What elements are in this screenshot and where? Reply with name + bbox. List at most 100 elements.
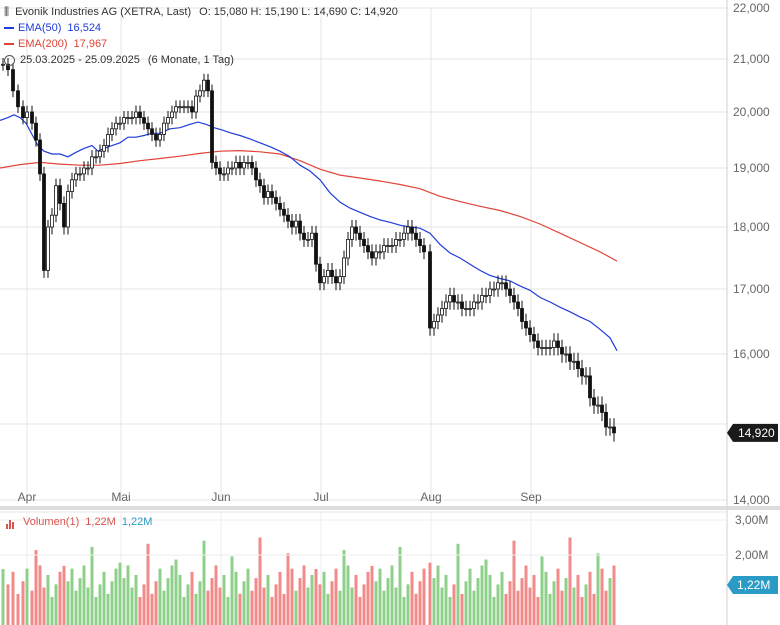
volume-bar: [584, 584, 588, 625]
candle-body: [572, 360, 576, 363]
candle-body: [460, 301, 464, 309]
candle-body: [42, 173, 46, 271]
volume-bar: [66, 581, 70, 625]
candle-body: [102, 145, 106, 152]
volume-bar: [500, 571, 504, 625]
last-value-badges: 14,920 1,22M: [727, 423, 778, 594]
volume-bar: [1, 569, 5, 625]
volume-bar: [410, 571, 414, 625]
volume-bar: [592, 593, 596, 625]
candle-body: [576, 360, 580, 369]
candle-body: [504, 282, 508, 290]
volume-bar: [58, 571, 62, 625]
volume-bar: [580, 597, 584, 625]
candle-body: [528, 327, 532, 335]
candle-body: [38, 139, 42, 175]
volume-bar: [540, 556, 544, 625]
date-range: 25.03.2025 - 25.09.2025: [20, 54, 140, 66]
volume-bar: [568, 537, 572, 625]
volume-bar: [544, 571, 548, 625]
volume-bar: [398, 546, 402, 625]
volume-bar: [74, 590, 78, 625]
volume-bar: [390, 565, 394, 625]
volume-bar: [488, 574, 492, 625]
candle-body: [62, 202, 66, 228]
volume-bar: [90, 546, 94, 625]
candle-body: [78, 173, 82, 176]
legend-ema50[interactable]: EMA(50) 16,524: [4, 20, 398, 36]
candle-body: [592, 397, 596, 406]
candle-body: [350, 226, 354, 240]
volume-bar: [202, 540, 206, 625]
volume-bar: [86, 587, 90, 625]
volume-bar: [6, 584, 10, 625]
volume-bar: [134, 574, 138, 625]
x-tick-label: Jul: [313, 490, 328, 504]
last-volume-badge: [727, 576, 778, 594]
candle-body: [560, 347, 564, 355]
candle-body: [406, 226, 410, 234]
candle-body: [270, 191, 274, 198]
ema200-line: [0, 149, 618, 262]
volume-bar: [122, 578, 126, 625]
candle-body: [134, 111, 138, 118]
candle-body: [154, 133, 158, 141]
candle-body: [596, 404, 600, 407]
volume-bar: [50, 597, 54, 625]
volume-bar: [588, 571, 592, 625]
candle-body: [306, 238, 310, 241]
candle-body: [58, 185, 62, 204]
candle-body: [604, 411, 608, 428]
volume-bar: [322, 571, 326, 625]
volume-bar: [194, 593, 198, 625]
candle-body: [584, 375, 588, 378]
volume-bar: [226, 597, 230, 625]
clock-icon: [4, 54, 15, 66]
candle-body: [480, 295, 484, 303]
candle-body: [218, 167, 222, 175]
volume-bar: [146, 543, 150, 625]
volume-bar: [214, 565, 218, 625]
volume-bar: [468, 568, 472, 625]
volume-bar: [366, 571, 370, 625]
x-tick-label: Aug: [420, 490, 441, 504]
volume-bar: [326, 593, 330, 625]
candle-body: [46, 226, 50, 271]
volume-bar: [298, 578, 302, 625]
candle-body: [190, 106, 194, 113]
volume-bar: [106, 593, 110, 625]
candle-body: [390, 245, 394, 248]
volume-bar: [406, 584, 410, 625]
volume-bar: [286, 553, 290, 625]
candle-body: [16, 90, 20, 108]
candle-body: [194, 95, 198, 113]
volume-bar: [246, 568, 250, 625]
ema50-path: [0, 114, 618, 351]
candle-body: [428, 251, 432, 329]
candle-body: [170, 111, 174, 118]
candle-body: [282, 208, 286, 216]
candle-body: [138, 111, 142, 118]
volume-bar: [310, 574, 314, 625]
candle-body: [516, 301, 520, 309]
volume-bar: [266, 574, 270, 625]
candle-body: [338, 276, 342, 284]
volume-bar: [154, 581, 158, 625]
volume-bar: [38, 565, 42, 625]
candle-body: [214, 161, 218, 169]
candle-body: [318, 263, 322, 284]
candle-body: [298, 220, 302, 234]
candle-body: [410, 226, 414, 234]
volume-value-red: 1,22M: [85, 516, 116, 528]
candle-body: [508, 288, 512, 296]
candle-body: [25, 111, 29, 118]
volume-bar: [536, 597, 540, 625]
legend-ema200[interactable]: EMA(200) 17,967: [4, 36, 398, 52]
volume-bar: [472, 590, 476, 625]
volume-icon: [6, 517, 18, 529]
candle-body: [230, 167, 234, 170]
candle-body: [258, 179, 262, 187]
volume-bar: [402, 597, 406, 625]
volume-bar: [114, 568, 118, 625]
